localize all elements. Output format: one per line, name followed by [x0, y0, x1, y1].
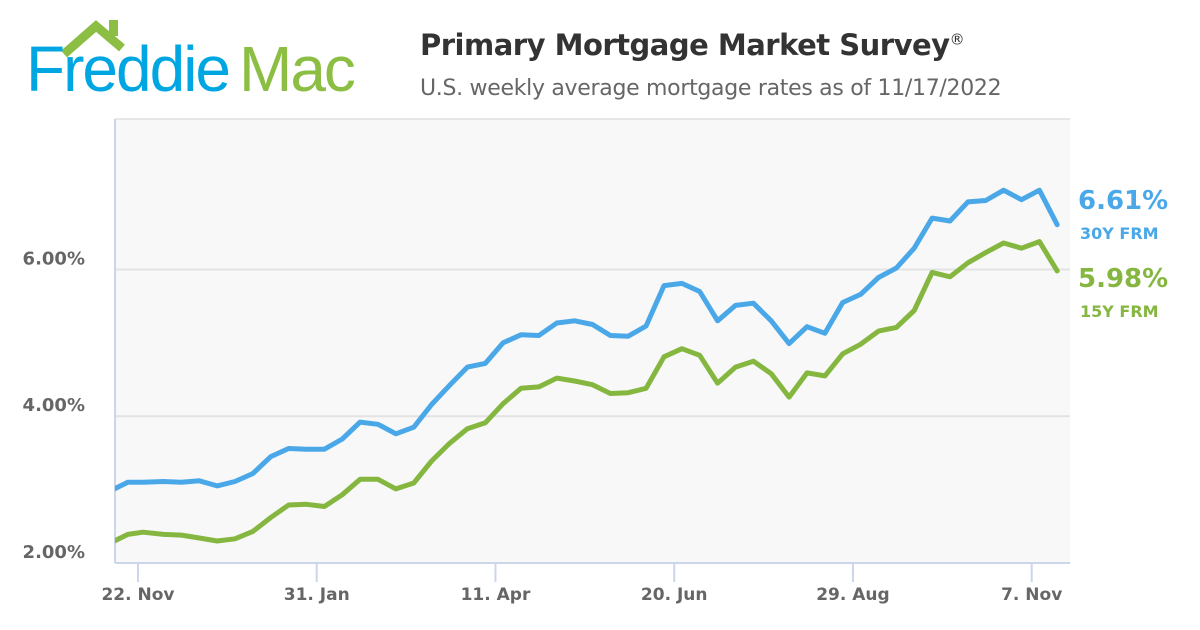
series-15y-frm — [115, 239, 1060, 544]
latest-15y-value: 5.98% — [1078, 264, 1169, 294]
latest-30y-value: 6.61% — [1078, 186, 1169, 216]
y-tick-label: 6.00% — [23, 248, 85, 269]
chart-title: Primary Mortgage Market Survey® — [420, 28, 965, 62]
legend-15y: 15Y FRM — [1080, 302, 1159, 321]
y-tick-label: 4.00% — [23, 395, 85, 416]
x-tick-label: 29. Aug — [816, 585, 889, 605]
y-tick-label: 2.00% — [23, 542, 85, 563]
x-tick-label: 22. Nov — [101, 585, 174, 605]
x-tick-label: 31. Jan — [284, 585, 350, 605]
legend-30y: 30Y FRM — [1080, 224, 1159, 243]
series-line — [115, 239, 1060, 544]
logo-freddie: Freddie — [26, 33, 231, 105]
x-tick-label: 11. Apr — [461, 585, 531, 605]
house-roof-icon — [61, 20, 125, 58]
freddie-mac-logo: Freddie Mac — [26, 18, 386, 108]
plot-background — [115, 119, 1070, 563]
logo-text: Freddie Mac — [26, 32, 356, 106]
x-tick-label: 7. Nov — [1001, 585, 1062, 605]
registered-mark: ® — [949, 30, 965, 49]
logo-mac: Mac — [239, 33, 356, 105]
title-text: Primary Mortgage Market Survey — [420, 28, 950, 62]
chart-subtitle: U.S. weekly average mortgage rates as of… — [420, 76, 1002, 101]
x-tick-label: 20. Jun — [641, 585, 708, 605]
series-30y-frm — [115, 187, 1060, 492]
series-line — [115, 187, 1060, 492]
